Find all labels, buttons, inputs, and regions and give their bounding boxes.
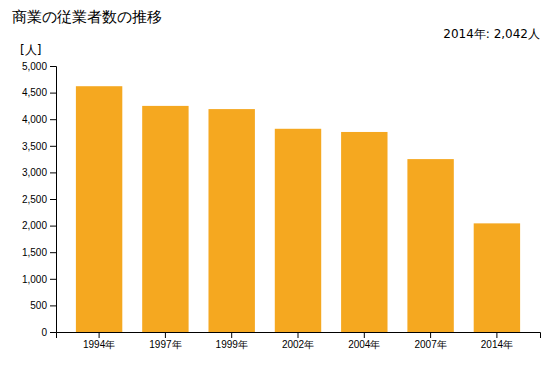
- y-axis-line: [50, 67, 57, 333]
- y-tick-label: 2,000: [22, 220, 47, 231]
- x-tick-label: 1994年: [83, 339, 115, 350]
- bar: [142, 106, 188, 332]
- annotation: 2014年: 2,042人: [443, 27, 540, 41]
- y-axis-label: [人]: [20, 43, 41, 57]
- x-tick-label: 2014年: [481, 339, 513, 350]
- y-tick-mark: [50, 66, 56, 67]
- y-tick: 3,000: [22, 167, 56, 178]
- x-tick: 2004年: [348, 332, 380, 350]
- plot: 0 500 1,000 1,500 2,000 2,500 3,000 3,500 4,000 4…: [22, 61, 541, 350]
- y-tick-mark: [50, 279, 56, 280]
- y-tick-label: 4,500: [22, 87, 47, 98]
- y-tick: 5,000: [22, 61, 56, 72]
- y-tick-label: 1,000: [22, 274, 47, 285]
- x-tick: 1994年: [83, 332, 115, 350]
- x-tick-mark: [165, 332, 166, 338]
- bar: [275, 129, 321, 332]
- x-tick-mark: [298, 332, 299, 338]
- y-tick-mark: [50, 305, 56, 306]
- bar: [208, 109, 254, 332]
- y-tick: 4,500: [22, 87, 56, 98]
- x-axis: 1994年 1997年 1999年 2002年 2004年 2007年 2014年: [57, 332, 541, 350]
- y-tick: 1,000: [22, 274, 56, 285]
- y-tick: 0: [41, 327, 56, 338]
- bars: [76, 86, 520, 332]
- y-tick: 500: [30, 300, 56, 311]
- x-tick: 2002年: [282, 332, 314, 350]
- x-tick-label: 1999年: [216, 339, 248, 350]
- x-axis-line: [57, 333, 541, 339]
- x-tick-mark: [99, 332, 100, 338]
- y-tick-mark: [50, 199, 56, 200]
- y-tick-label: 500: [30, 300, 47, 311]
- x-tick-label: 1997年: [149, 339, 181, 350]
- y-tick-mark: [50, 146, 56, 147]
- x-tick-mark: [364, 332, 365, 338]
- x-tick: 2007年: [414, 332, 446, 350]
- y-tick: 2,000: [22, 220, 56, 231]
- chart-svg: 0 500 1,000 1,500 2,000 2,500 3,000 3,500 4,000 4…: [0, 0, 560, 366]
- x-tick: 1999年: [216, 332, 248, 350]
- bar: [407, 159, 453, 332]
- y-tick-label: 4,000: [22, 114, 47, 125]
- y-tick-mark: [50, 332, 56, 333]
- x-tick-mark: [496, 332, 497, 338]
- y-tick: 2,500: [22, 194, 56, 205]
- y-tick: 1,500: [22, 247, 56, 258]
- y-tick-mark: [50, 226, 56, 227]
- bar: [474, 223, 520, 332]
- y-tick-label: 3,500: [22, 141, 47, 152]
- y-tick-mark: [50, 93, 56, 94]
- y-tick-mark: [50, 172, 56, 173]
- x-tick: 1997年: [149, 332, 181, 350]
- y-axis: 0 500 1,000 1,500 2,000 2,500 3,000 3,500 4,000 4…: [22, 61, 57, 338]
- x-tick-mark: [231, 332, 232, 338]
- y-tick-label: 3,000: [22, 167, 47, 178]
- x-tick-mark: [430, 332, 431, 338]
- y-tick-label: 1,500: [22, 247, 47, 258]
- y-tick-mark: [50, 252, 56, 253]
- x-tick-label: 2002年: [282, 339, 314, 350]
- y-tick-mark: [50, 119, 56, 120]
- bar: [341, 132, 387, 332]
- title: 商業の従業者数の推移: [12, 8, 162, 26]
- y-tick: 3,500: [22, 141, 56, 152]
- x-tick-label: 2007年: [414, 339, 446, 350]
- y-tick-label: 2,500: [22, 194, 47, 205]
- x-tick-label: 2004年: [348, 339, 380, 350]
- y-tick-label: 5,000: [22, 61, 47, 72]
- bar: [76, 86, 122, 332]
- y-tick: 4,000: [22, 114, 56, 125]
- y-tick-label: 0: [41, 327, 47, 338]
- x-tick: 2014年: [481, 332, 513, 350]
